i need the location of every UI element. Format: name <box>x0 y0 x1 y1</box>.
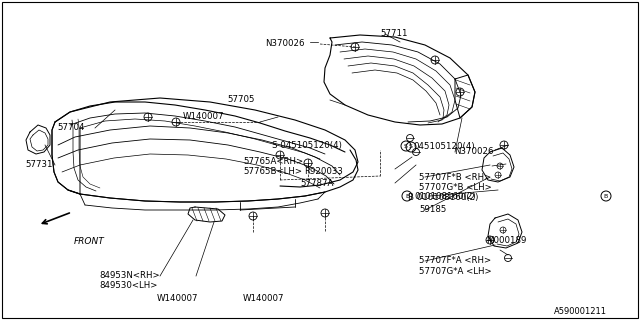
Text: S 045105120(4): S 045105120(4) <box>272 141 342 150</box>
Text: 57711: 57711 <box>381 29 408 38</box>
Text: 57707F*A <RH>: 57707F*A <RH> <box>419 256 492 265</box>
Text: 57787A: 57787A <box>301 179 334 188</box>
Text: B 010108160(2): B 010108160(2) <box>408 193 479 202</box>
Text: B: B <box>604 194 608 198</box>
Text: 59185: 59185 <box>419 205 447 214</box>
Text: B: B <box>405 194 409 198</box>
Text: 010108160(2): 010108160(2) <box>414 191 476 201</box>
Text: W140007: W140007 <box>157 294 198 303</box>
Text: 57765A<RH>: 57765A<RH> <box>243 157 303 166</box>
Text: N370026: N370026 <box>454 147 494 156</box>
Text: N370026: N370026 <box>266 39 305 48</box>
Text: 57704: 57704 <box>58 124 85 132</box>
Text: R920033: R920033 <box>304 167 343 176</box>
Text: 57765B<LH>: 57765B<LH> <box>243 167 302 176</box>
Text: W140007: W140007 <box>182 112 224 121</box>
Text: A590001211: A590001211 <box>554 307 607 316</box>
Text: 57707G*A <LH>: 57707G*A <LH> <box>419 267 492 276</box>
Text: 84953N<RH>: 84953N<RH> <box>99 271 160 280</box>
Text: 045105120(4): 045105120(4) <box>413 141 475 150</box>
Text: 57705: 57705 <box>227 95 255 104</box>
Text: 57731: 57731 <box>26 160 53 169</box>
Text: 57707G*B <LH>: 57707G*B <LH> <box>419 183 492 192</box>
Text: 849530<LH>: 849530<LH> <box>99 281 157 290</box>
Text: M000189: M000189 <box>486 236 527 245</box>
Text: S: S <box>404 143 408 148</box>
Text: 57707F*B <RH>: 57707F*B <RH> <box>419 173 492 182</box>
Text: W140007: W140007 <box>243 294 285 303</box>
Text: FRONT: FRONT <box>74 237 104 246</box>
Text: S: S <box>409 145 413 149</box>
